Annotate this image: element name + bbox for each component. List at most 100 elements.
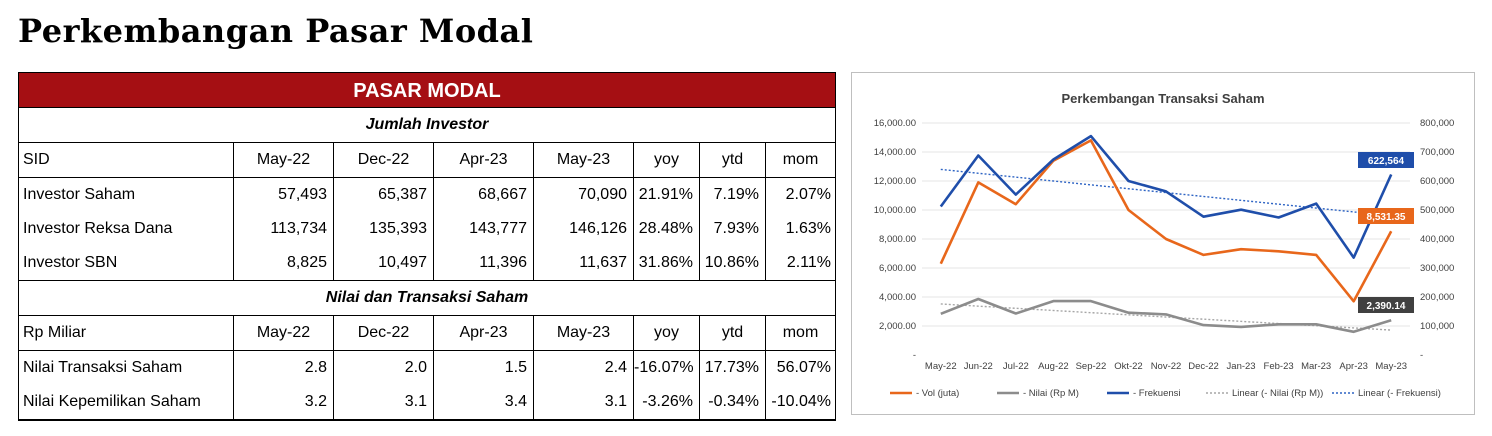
x-tick-label: May-23 xyxy=(1375,361,1407,372)
x-tick-label: Jul-22 xyxy=(1003,361,1029,372)
table-cell: ytd xyxy=(699,316,765,350)
table-cell: 3.2 xyxy=(233,385,333,419)
row-label: Investor SBN xyxy=(23,254,118,271)
table-cell: May-23 xyxy=(533,143,633,177)
table-cell: 143,777 xyxy=(433,212,533,246)
table-cell: May-22 xyxy=(233,143,333,177)
table-cell: 11,396 xyxy=(433,246,533,280)
table-row: Investor SBN 8,825 10,497 11,396 11,637 31.86… xyxy=(19,246,835,281)
table-cell: yoy xyxy=(633,316,699,350)
table-cell: 57,493 xyxy=(233,178,333,212)
table-cell: 1.5 xyxy=(433,351,533,385)
table-cell: 113,734 xyxy=(233,212,333,246)
table-header-row: Rp Miliar May-22 Dec-22 Apr-23 May-23 yoy ytd m… xyxy=(19,316,835,351)
x-tick-label: Jun-22 xyxy=(964,361,993,372)
x-tick-label: Sep-22 xyxy=(1076,361,1107,372)
table-cell: May-23 xyxy=(533,316,633,350)
legend-label: Linear (- Nilai (Rp M)) xyxy=(1232,388,1323,399)
y-left-tick-label: 2,000.00 xyxy=(879,321,916,332)
y-left-tick-label: 16,000.00 xyxy=(874,118,916,129)
transaction-chart: Perkembangan Transaksi Saham - 2,000.00 4,0… xyxy=(851,72,1475,415)
table-cell: 146,126 xyxy=(533,212,633,246)
y-left-tick-label: 6,000.00 xyxy=(879,263,916,274)
x-tick-label: Apr-23 xyxy=(1339,361,1368,372)
row-label: Rp Miliar xyxy=(23,324,87,341)
y-right-tick-label: - xyxy=(1420,350,1423,361)
value-table-body: Rp Miliar May-22 Dec-22 Apr-23 May-23 yoy ytd m… xyxy=(19,316,835,420)
table-cell: 31.86% xyxy=(633,246,699,280)
table-row: Nilai Kepemilikan Saham 3.2 3.1 3.4 3.1 -3.26… xyxy=(19,385,835,420)
table-cell: -0.34% xyxy=(699,385,765,419)
y-left-tick-label: 8,000.00 xyxy=(879,234,916,245)
table-cell: 8,825 xyxy=(233,246,333,280)
y-right-tick-label: 300,000 xyxy=(1420,263,1454,274)
table-cell: -3.26% xyxy=(633,385,699,419)
y-right-tick-label: 600,000 xyxy=(1420,176,1454,187)
table-row: Investor Reksa Dana 113,734 135,393 143,777… xyxy=(19,212,835,246)
table-cell: Apr-23 xyxy=(433,316,533,350)
table-cell: 2.07% xyxy=(765,178,835,212)
row-label: Nilai Kepemilikan Saham xyxy=(23,393,201,410)
table-cell: Dec-22 xyxy=(333,316,433,350)
legend-label: - Vol (juta) xyxy=(916,388,959,399)
table-cell: 17.73% xyxy=(699,351,765,385)
table-cell: 3.1 xyxy=(333,385,433,419)
row-label: Investor Saham xyxy=(23,186,136,203)
data-label: 622,564 xyxy=(1368,156,1405,167)
investor-section-title: Jumlah Investor xyxy=(19,107,835,143)
page-title: Perkembangan Pasar Modal xyxy=(18,12,534,50)
capital-market-table: PASAR MODAL Jumlah Investor SID May-22 Dec… xyxy=(18,72,836,421)
y-left-tick-label: 10,000.00 xyxy=(874,205,916,216)
x-tick-label: Dec-22 xyxy=(1188,361,1219,372)
data-label: 2,390.14 xyxy=(1367,301,1406,312)
table-cell: 2.8 xyxy=(233,351,333,385)
table-cell: 7.93% xyxy=(699,212,765,246)
y-left-tick-label: 4,000.00 xyxy=(879,292,916,303)
y-right-tick-label: 400,000 xyxy=(1420,234,1454,245)
x-tick-label: Feb-23 xyxy=(1264,361,1294,372)
table-cell: 56.07% xyxy=(765,351,835,385)
y-left-tick-label: - xyxy=(913,350,916,361)
x-tick-label: Aug-22 xyxy=(1038,361,1069,372)
value-section-title: Nilai dan Transaksi Saham xyxy=(19,281,835,316)
table-cell: 1.63% xyxy=(765,212,835,246)
x-tick-label: Nov-22 xyxy=(1151,361,1182,372)
table-cell: 2.11% xyxy=(765,246,835,280)
table-cell: 68,667 xyxy=(433,178,533,212)
table-cell: 7.19% xyxy=(699,178,765,212)
table-banner: PASAR MODAL xyxy=(19,73,835,107)
table-header-row: SID May-22 Dec-22 Apr-23 May-23 yoy ytd mom xyxy=(19,143,835,178)
table-cell: 21.91% xyxy=(633,178,699,212)
table-row: Nilai Transaksi Saham 2.8 2.0 1.5 2.4 -16.07%… xyxy=(19,351,835,385)
y-right-tick-label: 800,000 xyxy=(1420,118,1454,129)
table-cell: mom xyxy=(765,316,835,350)
trendline xyxy=(940,168,1392,217)
y-left-tick-label: 14,000.00 xyxy=(874,147,916,158)
y-left-tick-label: 12,000.00 xyxy=(874,176,916,187)
chart-title: Perkembangan Transaksi Saham xyxy=(1061,91,1264,106)
x-tick-label: Mar-23 xyxy=(1301,361,1331,372)
table-cell: 3.4 xyxy=(433,385,533,419)
table-cell: May-22 xyxy=(233,316,333,350)
table-cell: 28.48% xyxy=(633,212,699,246)
table-cell: -16.07% xyxy=(633,351,699,385)
table-cell: 135,393 xyxy=(333,212,433,246)
table-row: Investor Saham 57,493 65,387 68,667 70,090 21… xyxy=(19,178,835,212)
x-tick-label: May-22 xyxy=(925,361,957,372)
table-cell: 2.0 xyxy=(333,351,433,385)
table-cell: 10.86% xyxy=(699,246,765,280)
y-right-tick-label: 100,000 xyxy=(1420,321,1454,332)
series-line xyxy=(940,297,1392,334)
legend-label: - Nilai (Rp M) xyxy=(1023,388,1079,399)
x-tick-label: Jan-23 xyxy=(1227,361,1256,372)
table-cell: Apr-23 xyxy=(433,143,533,177)
data-label: 8,531.35 xyxy=(1367,212,1406,223)
table-cell: Dec-22 xyxy=(333,143,433,177)
table-cell: 10,497 xyxy=(333,246,433,280)
row-label: SID xyxy=(23,151,50,168)
table-cell: yoy xyxy=(633,143,699,177)
x-tick-label: Okt-22 xyxy=(1114,361,1143,372)
trendline xyxy=(940,303,1392,331)
data-label-box xyxy=(1358,152,1414,168)
y-right-tick-label: 500,000 xyxy=(1420,205,1454,216)
